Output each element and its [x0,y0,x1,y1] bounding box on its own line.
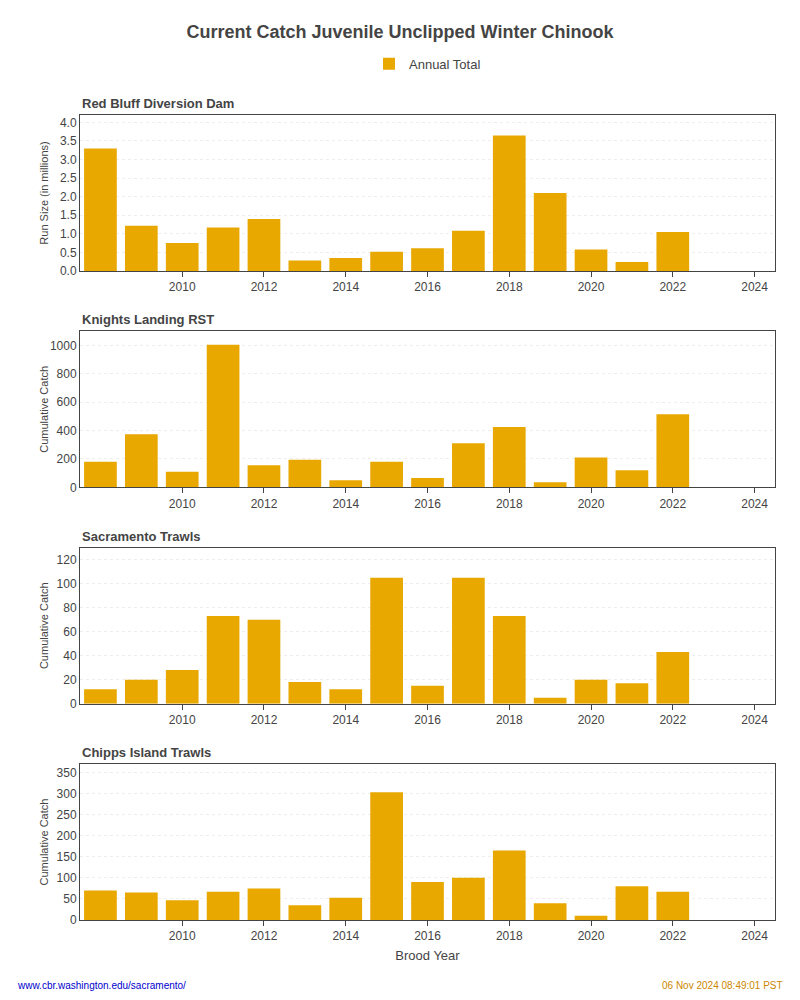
svg-text:Knights Landing RST: Knights Landing RST [82,312,214,327]
svg-text:Cumulative Catch: Cumulative Catch [38,582,50,669]
svg-text:2020: 2020 [578,280,605,294]
svg-text:2024: 2024 [741,713,768,727]
svg-text:2016: 2016 [414,713,441,727]
svg-text:80: 80 [63,601,77,615]
svg-text:2020: 2020 [578,929,605,943]
svg-text:2016: 2016 [414,497,441,511]
svg-text:Annual Total: Annual Total [409,57,480,72]
svg-text:2010: 2010 [169,929,196,943]
svg-text:1.0: 1.0 [60,227,77,241]
svg-text:2014: 2014 [332,497,359,511]
svg-text:2012: 2012 [251,497,278,511]
svg-text:60: 60 [63,625,77,639]
svg-text:Red Bluff Diversion Dam: Red Bluff Diversion Dam [82,96,234,111]
svg-text:200: 200 [57,829,77,843]
svg-text:3.0: 3.0 [60,153,77,167]
svg-text:50: 50 [63,892,77,906]
svg-text:06 Nov 2024 08:49:01 PST: 06 Nov 2024 08:49:01 PST [662,980,783,991]
svg-text:4.0: 4.0 [60,116,77,130]
svg-text:0.5: 0.5 [60,246,77,260]
svg-text:0: 0 [70,913,77,927]
svg-text:0.0: 0.0 [60,264,77,278]
svg-text:2020: 2020 [578,497,605,511]
svg-text:2024: 2024 [741,280,768,294]
svg-text:1000: 1000 [50,339,77,353]
svg-text:2024: 2024 [741,497,768,511]
svg-text:2016: 2016 [414,929,441,943]
svg-text:800: 800 [57,367,77,381]
svg-text:2014: 2014 [332,929,359,943]
svg-text:100: 100 [57,577,77,591]
svg-text:100: 100 [57,871,77,885]
svg-text:www.cbr.washington.edu/sacrame: www.cbr.washington.edu/sacramento/ [17,980,186,991]
svg-text:3.5: 3.5 [60,134,77,148]
svg-text:2018: 2018 [496,929,523,943]
svg-text:40: 40 [63,649,77,663]
svg-text:0: 0 [70,697,77,711]
svg-text:2012: 2012 [251,929,278,943]
svg-text:Cumulative Catch: Cumulative Catch [38,366,50,453]
svg-text:2016: 2016 [414,280,441,294]
svg-text:400: 400 [57,424,77,438]
svg-text:150: 150 [57,850,77,864]
svg-text:200: 200 [57,452,77,466]
svg-text:2014: 2014 [332,280,359,294]
svg-text:350: 350 [57,766,77,780]
svg-text:2012: 2012 [251,713,278,727]
svg-text:250: 250 [57,808,77,822]
svg-text:2024: 2024 [741,929,768,943]
svg-text:2018: 2018 [496,280,523,294]
svg-text:1.5: 1.5 [60,208,77,222]
svg-text:0: 0 [70,481,77,495]
svg-text:2014: 2014 [332,713,359,727]
svg-text:Cumulative Catch: Cumulative Catch [38,799,50,886]
svg-text:Run Size (in millions): Run Size (in millions) [38,141,50,244]
svg-text:20: 20 [63,673,77,687]
svg-text:300: 300 [57,787,77,801]
svg-text:Brood Year: Brood Year [395,948,460,963]
svg-text:2022: 2022 [659,713,686,727]
svg-text:2022: 2022 [659,497,686,511]
svg-text:Sacramento Trawls: Sacramento Trawls [82,529,201,544]
svg-text:2.5: 2.5 [60,171,77,185]
svg-text:2018: 2018 [496,497,523,511]
svg-text:2022: 2022 [659,929,686,943]
svg-text:2022: 2022 [659,280,686,294]
svg-text:120: 120 [57,553,77,567]
svg-text:Current Catch Juvenile Unclipp: Current Catch Juvenile Unclipped Winter … [187,22,615,42]
svg-text:2010: 2010 [169,280,196,294]
svg-text:Chipps Island Trawls: Chipps Island Trawls [82,745,211,760]
svg-text:2.0: 2.0 [60,190,77,204]
svg-text:2020: 2020 [578,713,605,727]
svg-text:2010: 2010 [169,497,196,511]
svg-text:2018: 2018 [496,713,523,727]
svg-text:2012: 2012 [251,280,278,294]
svg-text:2010: 2010 [169,713,196,727]
svg-text:600: 600 [57,395,77,409]
